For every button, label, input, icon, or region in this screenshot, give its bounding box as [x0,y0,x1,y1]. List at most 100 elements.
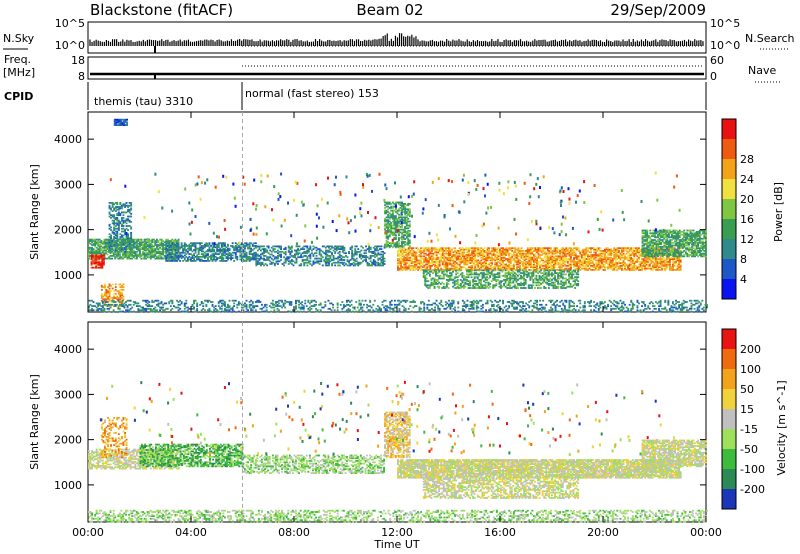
velocity-echo-region [422,478,580,499]
cpid-mode-themis: themis (tau) 3310 [94,95,193,108]
time-axis-label: Time UT [373,538,419,551]
power-colorbar-label: Power [dB] [772,182,785,242]
nsky-tick-bottom: 10^0 [55,39,85,52]
velocity-panel-axes: 1000 2000 3000 4000 [54,322,707,522]
power-colorbar-tick: 8 [740,253,747,266]
date-label: 29/Sep/2009 [610,1,706,19]
time-tick-label: 00:00 [690,526,722,539]
velocity-colorbar-tick: -15 [740,423,758,436]
velocity-colorbar-swatch [722,369,736,390]
power-colorbar-tick: 24 [740,173,754,186]
power-echo-region [255,245,386,267]
power-echo-region [641,229,707,258]
time-tick-label: 12:00 [381,526,413,539]
power-colorbar-swatch [722,199,736,220]
power-echo-region [384,201,411,249]
velocity-echo-region [641,439,707,468]
freq-unit: [MHz] [3,66,35,79]
velocity-colorbar-swatch [722,429,736,450]
power-colorbar: 4 8 12 16 20 24 28 [721,118,754,300]
velocity-colorbar-tick: -50 [740,443,758,456]
nave-label: Nave [748,64,776,77]
power-colorbar-frame [721,118,737,300]
time-tick-label: 00:00 [72,526,104,539]
velocity-echo-region [397,459,682,479]
velocity-colorbar: 200 100 50 15 -15 -50 -100 -200 [721,328,765,510]
freq-panel [87,56,707,80]
velocity-ytick-label: 4000 [54,343,82,356]
nsky-tick-top: 10^5 [55,17,85,30]
cpid-mode-normal: normal (fast stereo) 153 [245,87,379,100]
power-echo-region [165,242,257,262]
freq-trace [90,65,704,79]
power-colorbar-tick: 20 [740,193,754,206]
velocity-echo-region [242,454,385,474]
power-panel-axes: 1000 2000 3000 4000 [54,112,707,312]
power-colorbar-swatch [722,139,736,160]
power-colorbar-tick: 4 [740,273,747,286]
freq-tick-top: 18 [71,54,85,67]
velocity-colorbar-swatch [722,329,736,350]
velocity-colorbar-tick: -100 [740,463,765,476]
power-colorbar-swatch [722,159,736,180]
velocity-echo-region [384,411,411,459]
time-tick-label: 04:00 [175,526,207,539]
power-echo-region [108,202,133,253]
power-ytick-label: 4000 [54,133,82,146]
velocity-colorbar-swatch [722,449,736,470]
freq-tick-bottom: 8 [78,70,85,83]
nave-tick-top: 60 [710,54,724,67]
time-axis-ticks: 00:00 04:00 08:00 12:00 16:00 20:00 00:00 [72,526,722,539]
power-colorbar-swatch [722,239,736,260]
velocity-colorbar-tick: 100 [740,363,761,376]
velocity-colorbar-tick: -200 [740,483,765,496]
power-noise-points [109,171,681,247]
freq-label: Freq. [4,53,31,66]
velocity-echo-region [139,443,244,468]
power-echo-region [90,254,105,269]
power-colorbar-swatch [722,179,736,200]
station-title: Blackstone (fitACF) [90,1,233,19]
power-colorbar-swatch [722,259,736,280]
velocity-colorbar-swatch [722,489,736,510]
power-echo-region [422,269,580,289]
power-echo-region [397,247,682,271]
power-colorbar-tick: 28 [740,153,754,166]
velocity-colorbar-tick: 50 [740,383,754,396]
power-colorbar-swatch [722,119,736,140]
velocity-panel-frame [87,321,707,523]
power-colorbar-swatch [722,279,736,300]
velocity-colorbar-frame [721,328,737,510]
power-colorbar-tick: 12 [740,233,754,246]
nave-tick-bottom: 0 [710,70,717,83]
velocity-colorbar-tick: 200 [740,343,761,356]
time-tick-label: 08:00 [278,526,310,539]
time-tick-label: 16:00 [484,526,516,539]
power-colorbar-swatch [722,219,736,240]
velocity-colorbar-swatch [722,409,736,430]
velocity-echo-region [100,417,128,459]
time-tick-label: 20:00 [587,526,619,539]
velocity-colorbar-label: Velocity [m s^-1] [775,380,788,475]
velocity-ytick-label: 3000 [54,388,82,401]
power-panel-marks [88,112,708,313]
velocity-ytick-label: 1000 [54,479,82,492]
nsky-panel [87,21,707,54]
velocity-colorbar-swatch [722,349,736,370]
cpid-label: CPID [4,90,33,103]
nsearch-tick-top: 10^5 [710,17,740,30]
velocity-noise-points [99,380,675,456]
power-ytick-label: 2000 [54,224,82,237]
nsearch-tick-bottom: 10^0 [710,39,740,52]
power-ylabel: Slant Range [km] [28,164,41,260]
power-ytick-label: 3000 [54,178,82,191]
beam-label: Beam 02 [356,1,423,19]
velocity-colorbar-tick: 15 [740,403,754,416]
velocity-ytick-label: 2000 [54,434,82,447]
velocity-panel-marks [88,322,708,523]
nsearch-label: N.Search [745,32,795,45]
velocity-ylabel: Slant Range [km] [28,374,41,470]
nsky-label: N.Sky [3,32,35,45]
nsky-trace [89,33,704,53]
